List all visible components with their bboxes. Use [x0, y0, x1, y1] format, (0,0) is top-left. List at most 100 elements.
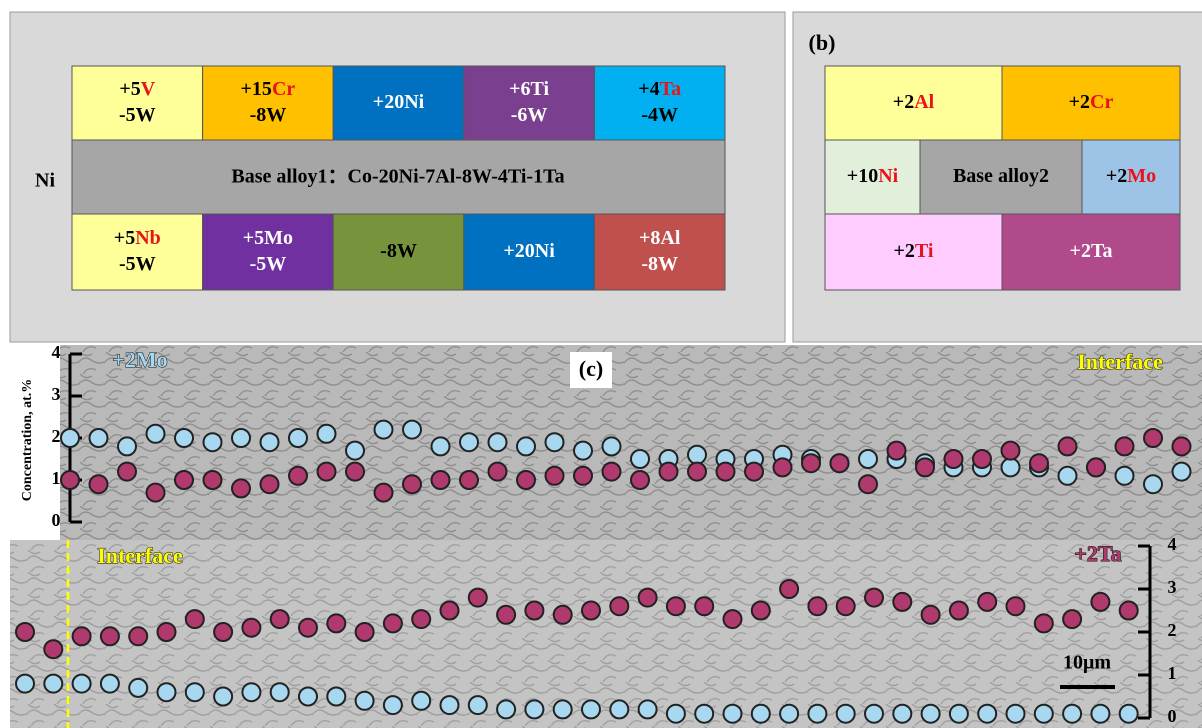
cell-text: +15Cr [241, 78, 296, 100]
data-point [497, 606, 515, 624]
data-point [1120, 602, 1138, 620]
cell-text-part: Mo [1127, 165, 1156, 187]
data-point [582, 602, 600, 620]
data-point [489, 463, 507, 481]
data-point [412, 610, 430, 628]
data-point [101, 675, 119, 693]
data-point [808, 705, 826, 723]
data-point [118, 437, 136, 455]
cell-text: Base alloy1：Co-20Ni-7Al-8W-4Ti-1Ta [231, 166, 564, 188]
cell-text-part: -5W [119, 253, 156, 275]
data-point [1002, 458, 1020, 476]
data-point [865, 589, 883, 607]
data-point [214, 623, 232, 641]
cell-text-part: +4 [638, 78, 659, 100]
data-point [289, 467, 307, 485]
cell-text-part: Al [914, 91, 934, 113]
cell-text-part: +5 [119, 78, 140, 100]
data-point [403, 475, 421, 493]
data-point [1059, 467, 1077, 485]
y-tick-label: 4 [1168, 534, 1177, 554]
data-point [1173, 437, 1191, 455]
cell-text-part: +6Ti [509, 78, 549, 100]
data-point [469, 589, 487, 607]
y-tick-label: 2 [1168, 620, 1177, 640]
cell-text-part: +5 [114, 227, 135, 249]
data-point [129, 679, 147, 697]
data-point [1035, 705, 1053, 723]
data-point [1087, 458, 1105, 476]
cell-text-part: +2 [1069, 91, 1090, 113]
data-point [808, 597, 826, 615]
data-point [16, 675, 34, 693]
cell-text: +2Ti [894, 240, 934, 262]
annotation: +2Ta [1074, 541, 1121, 566]
data-point [517, 471, 535, 489]
cell-text-part: Ni [878, 165, 898, 187]
data-point [61, 429, 79, 447]
data-point [460, 433, 478, 451]
data-point [950, 602, 968, 620]
cell-text: +4Ta [638, 78, 681, 100]
data-point [695, 705, 713, 723]
scale-bar [1060, 685, 1115, 689]
data-point [603, 463, 621, 481]
data-point [859, 450, 877, 468]
y-tick-label: 1 [1168, 663, 1177, 683]
cell-text-part: +2 [1106, 165, 1127, 187]
data-point [271, 610, 289, 628]
cell-text-part: -5W [119, 104, 156, 126]
data-point [261, 475, 279, 493]
data-point [717, 463, 735, 481]
data-point [261, 433, 279, 451]
data-point [688, 446, 706, 464]
data-point [639, 589, 657, 607]
data-point [865, 705, 883, 723]
data-point [667, 705, 685, 723]
data-point [497, 700, 515, 718]
data-point [603, 437, 621, 455]
data-point [831, 454, 849, 472]
data-point [327, 688, 345, 706]
cell-text: +2Mo [1106, 165, 1156, 187]
data-point [752, 705, 770, 723]
data-point [888, 442, 906, 460]
data-point [525, 602, 543, 620]
data-point [1063, 705, 1081, 723]
scale-bar-label: 10μm [1063, 652, 1111, 674]
data-point [780, 580, 798, 598]
y-tick-label: 0 [1168, 706, 1177, 726]
data-point [780, 705, 798, 723]
cell-text-part: -8W [641, 253, 678, 275]
panel-label: (b) [809, 30, 836, 55]
cell-text-part: Nb [135, 227, 161, 249]
data-point [978, 593, 996, 611]
data-point [375, 484, 393, 502]
interface-label: Interface [1077, 349, 1163, 374]
cell-text-part: +10 [847, 165, 878, 187]
data-point [204, 471, 222, 489]
data-point [384, 696, 402, 714]
data-point [232, 429, 250, 447]
data-point [724, 705, 742, 723]
data-point [922, 705, 940, 723]
cell-text-part: +15 [241, 78, 272, 100]
data-point [1007, 597, 1025, 615]
data-point [1120, 705, 1138, 723]
cell-text-part: V [141, 78, 156, 100]
data-point [525, 700, 543, 718]
cell-text-part: +2 [893, 91, 914, 113]
y-tick-label: 0 [52, 510, 61, 530]
data-point [639, 700, 657, 718]
data-point [610, 597, 628, 615]
data-point [1173, 463, 1191, 481]
data-point [175, 471, 193, 489]
data-point [752, 602, 770, 620]
data-point [1059, 437, 1077, 455]
data-point [90, 475, 108, 493]
data-point [859, 475, 877, 493]
cell-text-part: Ta [660, 78, 682, 100]
side-label: Ni [35, 170, 55, 192]
data-point [186, 610, 204, 628]
data-point [158, 683, 176, 701]
